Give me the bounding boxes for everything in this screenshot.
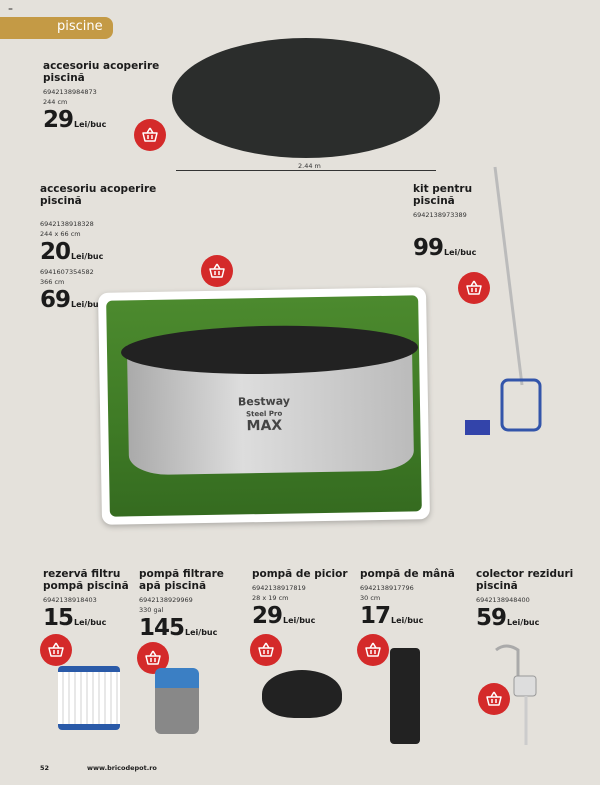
product-code: 6941607354582 (40, 268, 94, 276)
skimmer-image (495, 644, 537, 745)
product-size: 244 x 66 cm (40, 230, 81, 238)
product-pool-cover-244: accesoriu acoperire piscină 694213898487… (43, 60, 163, 133)
price: 99 (413, 235, 444, 261)
price: 29 (252, 603, 283, 629)
add-to-cart-button[interactable] (357, 634, 389, 666)
pool-cover-image (172, 38, 440, 158)
product-size: 30 cm (360, 594, 381, 602)
price: 20 (40, 239, 71, 265)
price-unit: Lei/buc (391, 616, 424, 625)
add-to-cart-button[interactable] (40, 634, 72, 666)
product-code: 6942138917819 (252, 584, 306, 592)
filter-pump-image (155, 668, 199, 734)
price-unit: Lei/buc (71, 252, 104, 261)
product-foot-pump: pompă de picior 6942138917819 28 x 19 cm… (252, 568, 352, 629)
page-number: 52 (40, 764, 50, 772)
product-code: 6942138917796 (360, 584, 414, 592)
product-code: 6942138918403 (43, 596, 97, 604)
product-pool-cover-variants: accesoriu acoperire piscină 694213891832… (40, 183, 180, 313)
price-unit: Lei/buc (185, 628, 218, 637)
product-skimmer: colector reziduri piscină 6942138948400 … (476, 568, 576, 631)
dimension-label: 2.44 m (298, 162, 321, 170)
pool-photo: Bestway Steel Pro MAX (98, 287, 430, 525)
price: 145 (139, 615, 185, 641)
product-title: kit pentru piscină (413, 183, 473, 207)
website-link[interactable]: www.bricodepot.ro (87, 764, 157, 772)
product-size: 366 cm (40, 278, 65, 286)
price: 17 (360, 603, 391, 629)
shopping-basket-icon (143, 648, 163, 668)
product-code: 6942138948400 (476, 596, 530, 604)
product-filter-cartridge: rezervă filtru pompă piscină 69421389184… (43, 568, 133, 631)
brand-label: Bestway (237, 394, 291, 409)
product-code: 6942138973389 (413, 211, 467, 219)
shopping-basket-icon (207, 261, 227, 281)
price-unit: Lei/buc (283, 616, 316, 625)
price-unit: Lei/buc (74, 120, 107, 129)
shopping-basket-icon (363, 640, 383, 660)
add-to-cart-button[interactable] (134, 119, 166, 151)
pool-kit-image (465, 166, 542, 435)
foot-pump-image (262, 670, 342, 718)
product-title: pompă de picior (252, 568, 348, 580)
product-title: rezervă filtru pompă piscină (43, 568, 129, 592)
product-size: 330 gal (139, 606, 164, 614)
shopping-basket-icon (46, 640, 66, 660)
product-title: pompă de mână (360, 568, 455, 580)
product-pool-kit: kit pentru piscină 6942138973389 99 Lei/b… (413, 183, 503, 261)
product-filter-pump: pompă filtrare apă piscină 6942138929969… (139, 568, 239, 641)
dimension-line (176, 170, 436, 171)
product-code: 6942138929969 (139, 596, 193, 604)
add-to-cart-button[interactable] (201, 255, 233, 287)
hand-pump-image (390, 648, 420, 744)
price: 69 (40, 287, 71, 313)
price-unit: Lei/buc (507, 618, 540, 627)
price: 15 (43, 605, 74, 631)
product-code: 6942138918328 (40, 220, 94, 228)
price: 29 (43, 107, 74, 133)
add-to-cart-button[interactable] (458, 272, 490, 304)
price-unit: Lei/buc (71, 300, 104, 309)
product-hand-pump: pompă de mână 6942138917796 30 cm 17 Lei/… (360, 568, 460, 629)
product-code: 6942138984873 (43, 88, 97, 96)
price-unit: Lei/buc (74, 618, 107, 627)
product-size: 28 x 19 cm (252, 594, 289, 602)
category-tab[interactable]: piscine (0, 17, 113, 39)
shopping-basket-icon (140, 125, 160, 145)
product-size: 244 cm (43, 98, 68, 106)
shopping-basket-icon (256, 640, 276, 660)
product-title: colector reziduri piscină (476, 568, 574, 592)
model-label-2: MAX (246, 417, 283, 435)
add-to-cart-button[interactable] (250, 634, 282, 666)
product-title: pompă filtrare apă piscină (139, 568, 224, 592)
price: 59 (476, 605, 507, 631)
filter-cartridge-image (58, 666, 120, 730)
price-unit: Lei/buc (444, 248, 477, 257)
product-title: accesoriu acoperire piscină (43, 60, 160, 84)
page-marker: = (8, 6, 14, 13)
add-to-cart-button[interactable] (478, 683, 510, 715)
product-title: accesoriu acoperire piscină (40, 183, 157, 207)
